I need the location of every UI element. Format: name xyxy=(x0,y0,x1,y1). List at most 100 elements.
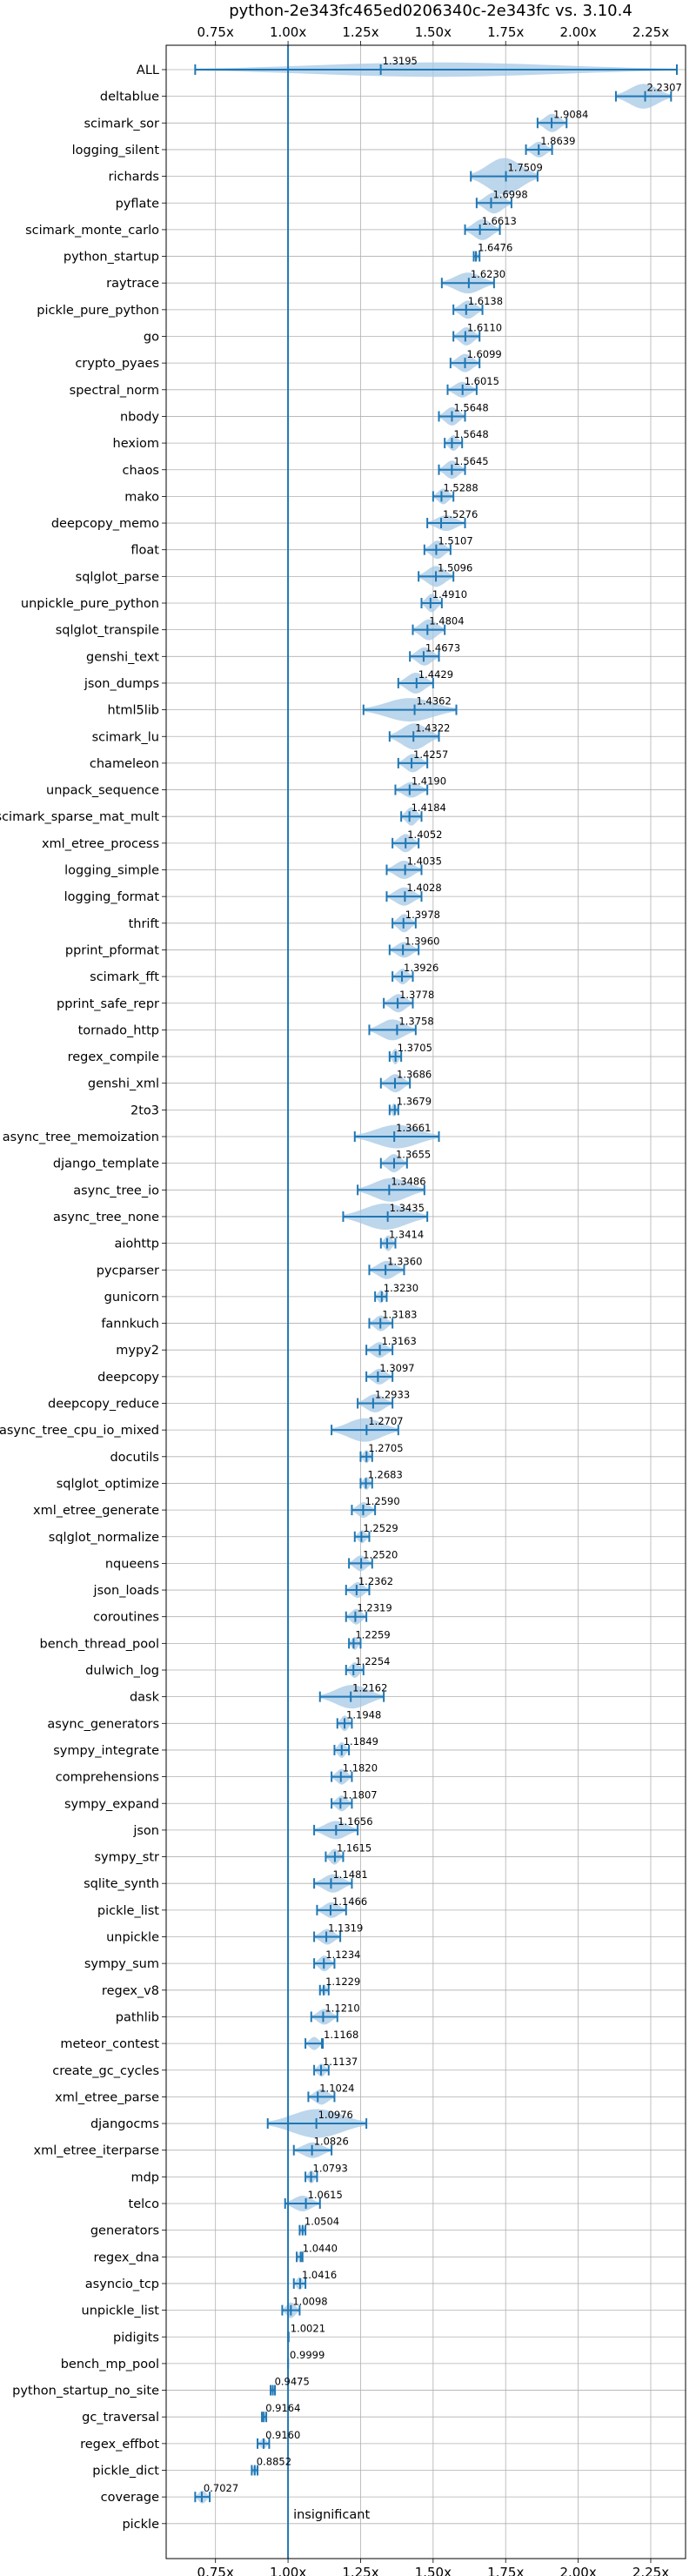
value-label-bench-thread-pool: 1.2259 xyxy=(355,1628,390,1640)
y-label-sympy-integrate: sympy_integrate xyxy=(53,1744,159,1758)
value-label-mako: 1.5288 xyxy=(443,481,478,493)
value-label-async-tree-cpu-io-mixed: 1.2707 xyxy=(368,1415,403,1427)
value-label-gunicorn: 1.3230 xyxy=(384,1282,418,1294)
y-label-sqlite-synth: sqlite_synth xyxy=(84,1877,159,1891)
violin-pycparser xyxy=(368,1260,405,1279)
x-tick-label-top: 0.75x xyxy=(197,24,234,40)
x-tick-label-top: 1.75x xyxy=(487,24,524,40)
violins xyxy=(194,62,678,2504)
value-label-float: 1.5107 xyxy=(438,535,472,547)
violin-sqlglot-optimize xyxy=(359,1476,373,1490)
violin-pickle-dict xyxy=(251,2465,259,2476)
violin-float xyxy=(423,540,452,560)
value-label-gc-traversal: 0.9164 xyxy=(265,2402,300,2414)
violin-unpickle xyxy=(313,1929,342,1945)
y-label-deepcopy-memo: deepcopy_memo xyxy=(51,517,159,531)
violin-pickle-pure-python xyxy=(452,300,484,319)
violin-crypto-pyaes xyxy=(449,353,481,372)
y-label-pickle: pickle xyxy=(122,2518,159,2532)
y-label-unpickle-list: unpickle_list xyxy=(82,2304,160,2318)
y-label-meteor-contest: meteor_contest xyxy=(60,2037,159,2051)
y-label-xml-etree-parse: xml_etree_parse xyxy=(55,2090,159,2104)
violin-2to3 xyxy=(388,1103,399,1117)
value-label-deltablue: 2.2307 xyxy=(647,82,682,94)
value-label-xml-etree-parse: 1.1024 xyxy=(319,2082,354,2094)
x-tick-label-top: 1.00x xyxy=(270,24,306,40)
y-label-coroutines: coroutines xyxy=(93,1611,159,1625)
value-label-docutils: 1.2705 xyxy=(368,1442,403,1454)
violin-telco xyxy=(284,2196,321,2211)
violin-deltablue xyxy=(614,84,673,109)
y-label-tornado-http: tornado_http xyxy=(78,1023,159,1037)
violin-json-dumps xyxy=(397,672,434,694)
y-label-chaos: chaos xyxy=(123,464,159,478)
violin-python-startup xyxy=(472,251,481,262)
value-label-chaos: 1.5645 xyxy=(453,455,488,467)
violin-bench-thread-pool xyxy=(348,1636,362,1650)
y-label-pickle-pure-python: pickle_pure_python xyxy=(37,304,159,318)
violin-regex-dna xyxy=(296,2251,304,2263)
x-tick-label-bottom: 1.25x xyxy=(342,2565,378,2576)
violin-regex-effbot xyxy=(257,2438,271,2449)
y-label-gunicorn: gunicorn xyxy=(104,1291,159,1305)
y-label-dask: dask xyxy=(130,1691,160,1705)
grid xyxy=(166,45,686,2559)
violin-nqueens xyxy=(348,1555,373,1572)
x-axis-ticks: 0.75x 0.75x 1.00x 1.00x 1.25x 1.25x 1.50x 1.50x… xyxy=(197,24,670,2576)
violin-logging-simple xyxy=(385,861,423,879)
violin-xml-etree-process xyxy=(392,834,420,853)
value-label-sympy-expand: 1.1807 xyxy=(342,1788,377,1801)
value-label-async-tree-io: 1.3486 xyxy=(391,1175,425,1187)
value-label-sqlglot-transpile: 1.4804 xyxy=(429,615,464,627)
value-label-2to3: 1.3679 xyxy=(397,1095,432,1107)
annotation-insignificant: insignificant xyxy=(293,2508,370,2522)
violin-dask xyxy=(318,1685,385,1709)
y-label-mako: mako xyxy=(124,490,159,504)
y-label-thrift: thrift xyxy=(129,917,160,931)
annotations: insignificant xyxy=(293,2508,370,2522)
violin-sqlglot-normalize xyxy=(353,1530,371,1544)
x-tick-label-bottom: 1.75x xyxy=(487,2565,524,2576)
value-label-chameleon: 1.4257 xyxy=(413,748,448,761)
value-label-djangocms: 1.0976 xyxy=(318,2109,353,2121)
violin-hexiom xyxy=(444,435,464,452)
violin-sqlite-synth xyxy=(313,1874,353,1893)
value-label-async-tree-none: 1.3435 xyxy=(390,1202,425,1214)
value-label-comprehensions: 1.1820 xyxy=(343,1762,378,1774)
y-label-raytrace: raytrace xyxy=(106,277,159,291)
violin-regex-v8 xyxy=(318,1984,330,1996)
y-label-scimark-monte-carlo: scimark_monte_carlo xyxy=(25,224,159,238)
value-labels: 1.3195 2.2307 1.9084 1.8639 1.7509 1.6998 1.66… xyxy=(204,55,682,2494)
value-label-logging-format: 1.4028 xyxy=(406,882,441,894)
y-label-nbody: nbody xyxy=(120,410,159,424)
violin-html5lib xyxy=(362,698,458,722)
violin-aiohttp xyxy=(379,1235,397,1251)
y-label-python-startup: python_startup xyxy=(64,251,159,265)
violin-django-template xyxy=(379,1154,408,1173)
value-label-telco: 1.0615 xyxy=(308,2189,343,2201)
violin-nbody xyxy=(438,406,466,426)
y-label-async-tree-memoization: async_tree_memoization xyxy=(3,1130,159,1144)
violin-scimark-sor xyxy=(536,113,568,132)
value-label-sqlite-synth: 1.1481 xyxy=(332,1868,367,1881)
y-label-genshi-text: genshi_text xyxy=(86,650,159,664)
violin-comprehensions xyxy=(331,1768,353,1785)
y-label-sympy-expand: sympy_expand xyxy=(64,1797,159,1811)
value-label-logging-silent: 1.8639 xyxy=(540,135,575,147)
y-label-deepcopy: deepcopy xyxy=(97,1371,159,1385)
violin-thrift xyxy=(392,914,417,933)
y-label-unpickle: unpickle xyxy=(106,1931,159,1945)
violin-create-gc-cycles xyxy=(313,2063,330,2077)
violin-python-startup-no-site xyxy=(270,2385,277,2396)
violin-scimark-monte-carlo xyxy=(464,218,501,240)
value-label-sympy-sum: 1.1234 xyxy=(325,1949,360,1961)
violin-sqlglot-parse xyxy=(418,566,455,587)
value-label-dulwich-log: 1.2254 xyxy=(355,1655,390,1667)
value-label-json: 1.1656 xyxy=(338,1815,372,1828)
value-label-nqueens: 1.2520 xyxy=(363,1548,398,1560)
violin-mypy2 xyxy=(365,1342,394,1358)
y-label-sqlglot-transpile: sqlglot_transpile xyxy=(56,624,159,638)
y-label-go: go xyxy=(144,331,159,345)
value-label-async-tree-memoization: 1.3661 xyxy=(396,1122,431,1134)
violin-generators xyxy=(298,2224,307,2236)
